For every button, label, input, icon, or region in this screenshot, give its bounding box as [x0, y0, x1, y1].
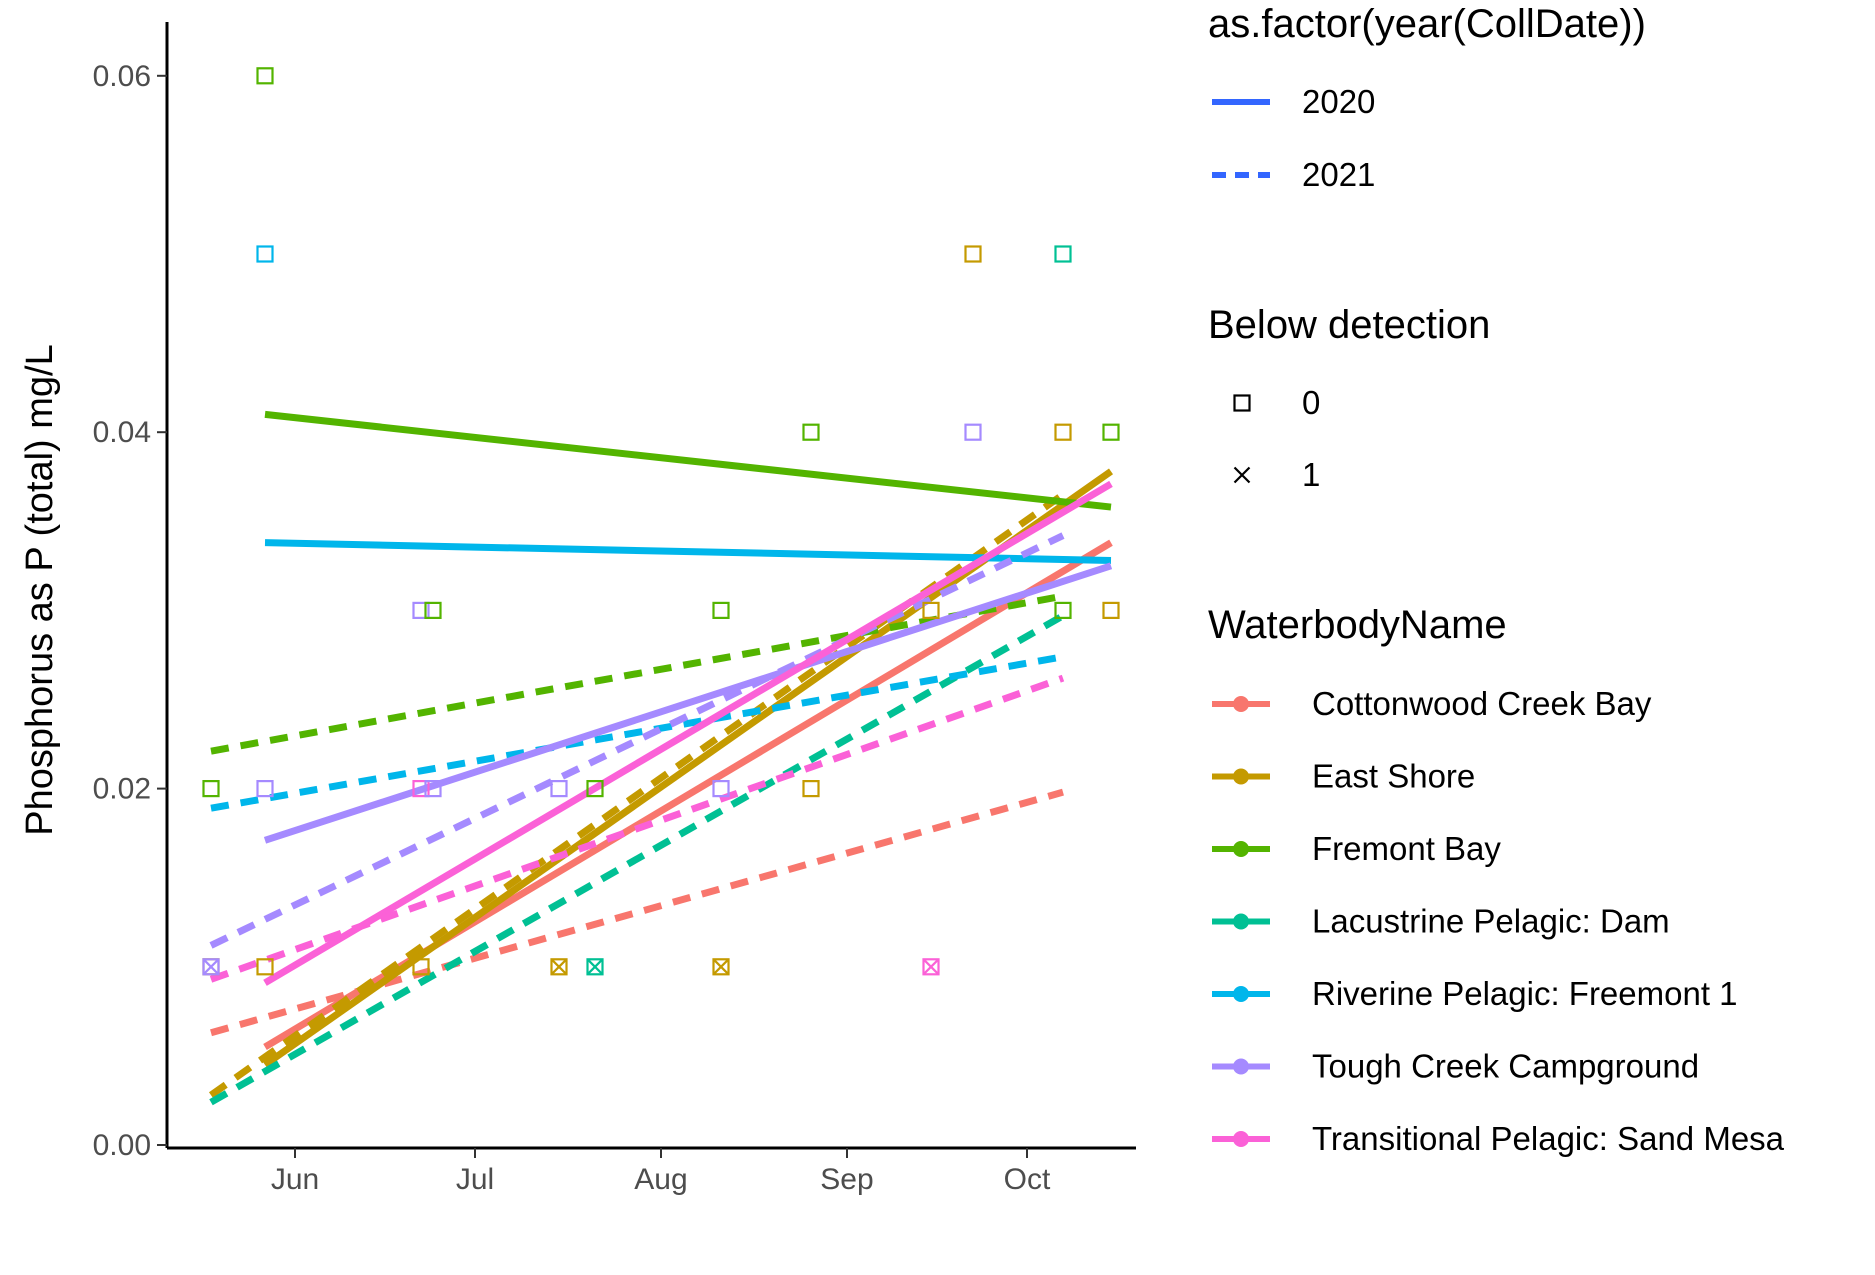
point-marker	[550, 958, 568, 976]
legend-key-color-dot	[1233, 1058, 1249, 1075]
point-marker	[712, 958, 730, 976]
plot-area: 0.00 0.02 0.04 0.06 Jun Jul Aug Sep Oct Phospho…	[19, 22, 1136, 1196]
legend-label-linetype: 2021	[1302, 156, 1375, 193]
legend-key-color-dot	[1233, 841, 1249, 857]
legend-label-color: East Shore	[1312, 758, 1475, 795]
legend-linetype-entries: 2020 2021	[1212, 83, 1375, 193]
legend-shape-entries: 01	[1233, 384, 1320, 493]
point-marker	[256, 245, 274, 263]
point-marker	[550, 779, 568, 798]
point-marker	[922, 958, 940, 976]
point-marker	[202, 958, 220, 976]
point-cross	[202, 958, 220, 976]
fit-line-cottonwood-creek-bay-2021	[210, 788, 1064, 1037]
legend-label-color: Tough Creek Campground	[1312, 1048, 1699, 1085]
point-marker	[412, 958, 430, 976]
point-marker	[256, 779, 274, 798]
point-marker	[802, 423, 820, 441]
point-marker	[1054, 245, 1072, 263]
legend: as.factor(year(CollDate)) 2020 2021 Below…	[1208, 2, 1785, 1157]
legend-label-color: Cottonwood Creek Bay	[1312, 685, 1652, 722]
point-marker	[802, 779, 820, 798]
fit-line-fremont-bay-2021	[210, 592, 1064, 755]
fit-line-transitional-pelagic-sand-mesa-2020	[263, 480, 1113, 986]
legend-label-linetype: 2020	[1302, 83, 1375, 120]
x-axis-ticks: Jun Jul Aug Sep Oct	[271, 1148, 1051, 1196]
point-marker	[256, 67, 274, 85]
legend-key-color-dot	[1233, 986, 1249, 1002]
point-marker	[1054, 423, 1072, 441]
point-marker	[586, 779, 604, 798]
regression-lines	[208, 410, 1114, 1106]
point-cross	[712, 958, 730, 976]
data-points	[202, 67, 1120, 976]
fit-line-riverine-pelagic-freemont-1-2021	[210, 653, 1064, 812]
legend-title-linetype: as.factor(year(CollDate))	[1208, 2, 1646, 46]
point-cross	[922, 958, 940, 976]
point-cross	[550, 958, 568, 976]
legend-key-color-dot	[1233, 768, 1249, 785]
legend-label-shape: 0	[1302, 384, 1320, 421]
legend-label-shape: 1	[1302, 456, 1320, 493]
x-tick-label: Jun	[271, 1163, 319, 1196]
x-tick-label: Aug	[634, 1163, 687, 1196]
legend-label-color: Fremont Bay	[1312, 830, 1501, 867]
fit-line-tough-creek-campground-2020	[263, 562, 1113, 844]
fit-line-east-shore-2021	[208, 491, 1066, 1098]
point-marker	[964, 245, 982, 263]
point-marker	[412, 601, 430, 620]
point-marker	[424, 779, 442, 798]
legend-key-cross-icon	[1233, 466, 1251, 484]
y-axis-title: Phosphorus as P (total) mg/L	[19, 344, 61, 835]
y-tick-label: 0.04	[93, 416, 151, 449]
point-marker	[712, 601, 730, 620]
legend-label-color: Transitional Pelagic: Sand Mesa	[1312, 1120, 1785, 1157]
fit-line-lacustrine-pelagic-dam-2021	[209, 612, 1065, 1106]
legend-key-color-dot	[1233, 696, 1249, 712]
y-axis-ticks: 0.00 0.02 0.04 0.06	[93, 60, 167, 1162]
fit-line-tough-creek-campground-2021	[209, 532, 1065, 949]
point-marker	[256, 958, 274, 976]
fit-line-fremont-bay-2020	[264, 410, 1112, 511]
point-marker	[712, 779, 730, 798]
legend-key-square-icon	[1233, 394, 1251, 412]
legend-title-shape: Below detection	[1208, 303, 1490, 347]
point-marker	[922, 601, 940, 620]
legend-label-color: Lacustrine Pelagic: Dam	[1312, 903, 1670, 940]
point-marker	[586, 958, 604, 976]
fit-line-riverine-pelagic-freemont-1-2020	[264, 539, 1112, 565]
legend-label-color: Riverine Pelagic: Freemont 1	[1312, 975, 1738, 1012]
point-marker	[424, 601, 442, 620]
point-marker	[1054, 601, 1072, 620]
point-marker	[412, 779, 430, 798]
x-tick-label: Jul	[456, 1163, 494, 1196]
legend-title-color: WaterbodyName	[1208, 603, 1507, 647]
legend-key-color-dot	[1233, 1131, 1249, 1147]
point-marker	[1102, 601, 1120, 620]
x-tick-label: Oct	[1004, 1163, 1051, 1196]
legend-color-entries: Cottonwood Creek Bay East Shore Fremont Ba…	[1212, 685, 1785, 1157]
point-cross	[586, 958, 604, 976]
point-marker	[1102, 423, 1120, 441]
y-tick-label: 0.02	[93, 773, 151, 806]
point-marker	[202, 779, 220, 798]
legend-key-color-dot	[1233, 913, 1249, 930]
fit-line-transitional-pelagic-sand-mesa-2021	[209, 674, 1065, 983]
x-tick-label: Sep	[820, 1163, 873, 1196]
y-tick-label: 0.00	[93, 1129, 151, 1162]
point-marker	[964, 423, 982, 441]
y-tick-label: 0.06	[93, 60, 151, 93]
